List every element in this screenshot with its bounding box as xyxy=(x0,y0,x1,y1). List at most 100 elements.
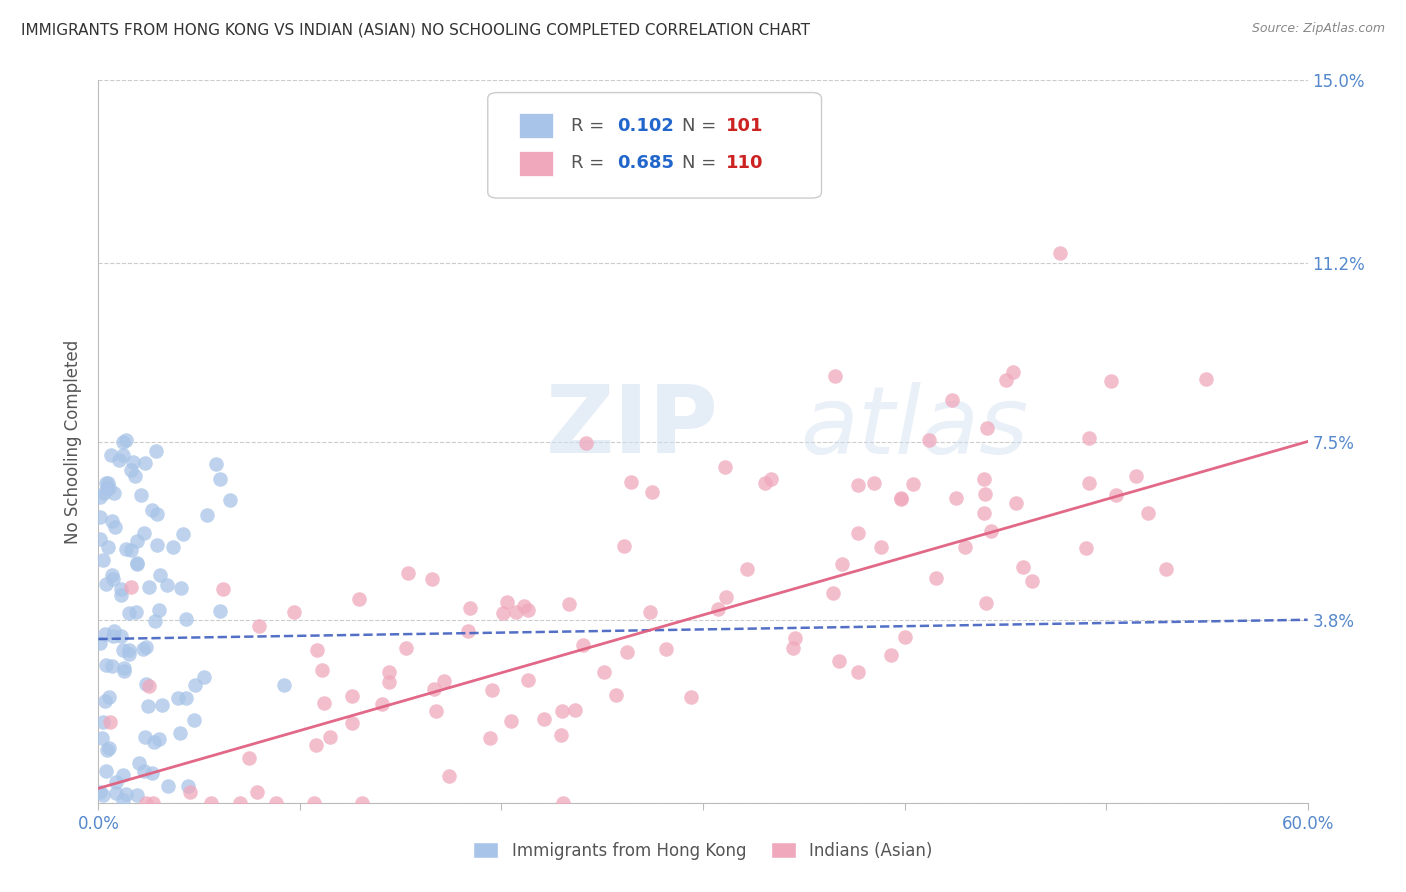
Point xyxy=(138,698,160,713)
Point xyxy=(973,487,995,501)
Point xyxy=(150,698,173,712)
Point xyxy=(654,642,676,657)
Point xyxy=(193,670,215,684)
Point xyxy=(575,435,598,450)
Point xyxy=(195,508,218,522)
Point xyxy=(550,728,572,742)
Point xyxy=(1012,560,1035,574)
Point xyxy=(170,581,193,595)
Point xyxy=(103,485,125,500)
Point xyxy=(120,580,142,594)
Point xyxy=(110,582,132,596)
Point xyxy=(101,659,124,673)
Point xyxy=(371,697,394,711)
Point xyxy=(395,641,418,656)
Point xyxy=(98,690,121,704)
Point xyxy=(1021,574,1043,589)
Point xyxy=(349,591,371,606)
Point xyxy=(91,788,114,802)
Point xyxy=(831,557,853,571)
Point xyxy=(179,785,201,799)
Point xyxy=(894,631,917,645)
Point xyxy=(156,779,179,793)
Point xyxy=(101,514,124,528)
Point xyxy=(754,476,776,491)
Point xyxy=(200,796,222,810)
Point xyxy=(312,697,335,711)
Point xyxy=(174,612,197,626)
Text: 101: 101 xyxy=(725,117,763,135)
Point xyxy=(425,705,447,719)
Point xyxy=(89,636,111,650)
Point xyxy=(264,796,287,810)
Point xyxy=(247,619,270,633)
Point xyxy=(128,756,150,770)
Point xyxy=(169,726,191,740)
Point xyxy=(558,597,581,611)
Point xyxy=(89,490,111,504)
Point xyxy=(564,703,586,717)
Point xyxy=(208,472,231,486)
Point xyxy=(114,787,136,801)
Point xyxy=(89,532,111,546)
Point xyxy=(146,538,169,552)
Point xyxy=(208,604,231,618)
Text: R =: R = xyxy=(571,154,610,172)
Point xyxy=(641,484,664,499)
Point xyxy=(100,448,122,462)
Point xyxy=(616,645,638,659)
Point xyxy=(134,456,156,470)
Point xyxy=(110,629,132,643)
Point xyxy=(572,638,595,652)
Point xyxy=(124,468,146,483)
Point xyxy=(183,713,205,727)
Point xyxy=(91,731,114,746)
Point xyxy=(1195,372,1218,386)
Text: ZIP: ZIP xyxy=(546,381,718,473)
Point xyxy=(918,434,941,448)
Point xyxy=(229,796,252,810)
Point xyxy=(97,540,120,554)
Point xyxy=(205,457,228,471)
Text: Source: ZipAtlas.com: Source: ZipAtlas.com xyxy=(1251,22,1385,36)
Point xyxy=(945,491,967,506)
Point xyxy=(516,673,538,687)
Point xyxy=(706,601,728,615)
Point xyxy=(679,690,702,704)
Point xyxy=(1049,246,1071,260)
Point xyxy=(121,455,143,469)
Point xyxy=(94,576,117,591)
Point xyxy=(246,784,269,798)
Point xyxy=(460,601,482,615)
Point xyxy=(89,785,111,799)
Point xyxy=(134,764,156,779)
Point xyxy=(211,582,233,596)
Point xyxy=(177,779,200,793)
Point xyxy=(1077,476,1099,491)
Point xyxy=(120,463,142,477)
Point xyxy=(142,735,165,749)
Point xyxy=(976,420,998,434)
Point xyxy=(890,492,912,507)
Point xyxy=(953,541,976,555)
Point xyxy=(1137,506,1160,520)
Point xyxy=(138,679,160,693)
Text: R =: R = xyxy=(571,117,610,135)
Point xyxy=(98,714,121,729)
Point xyxy=(135,677,157,691)
Point xyxy=(273,678,295,692)
Point xyxy=(513,599,536,614)
Point xyxy=(127,556,149,570)
Point xyxy=(96,658,118,673)
Point xyxy=(1074,541,1097,556)
Point xyxy=(101,567,124,582)
Point xyxy=(499,714,522,728)
Point xyxy=(714,459,737,474)
Point xyxy=(879,648,901,662)
Point xyxy=(1077,431,1099,445)
Point xyxy=(1099,374,1122,388)
Point xyxy=(378,674,401,689)
Point xyxy=(974,597,997,611)
Point xyxy=(104,775,127,789)
Point xyxy=(782,640,804,655)
